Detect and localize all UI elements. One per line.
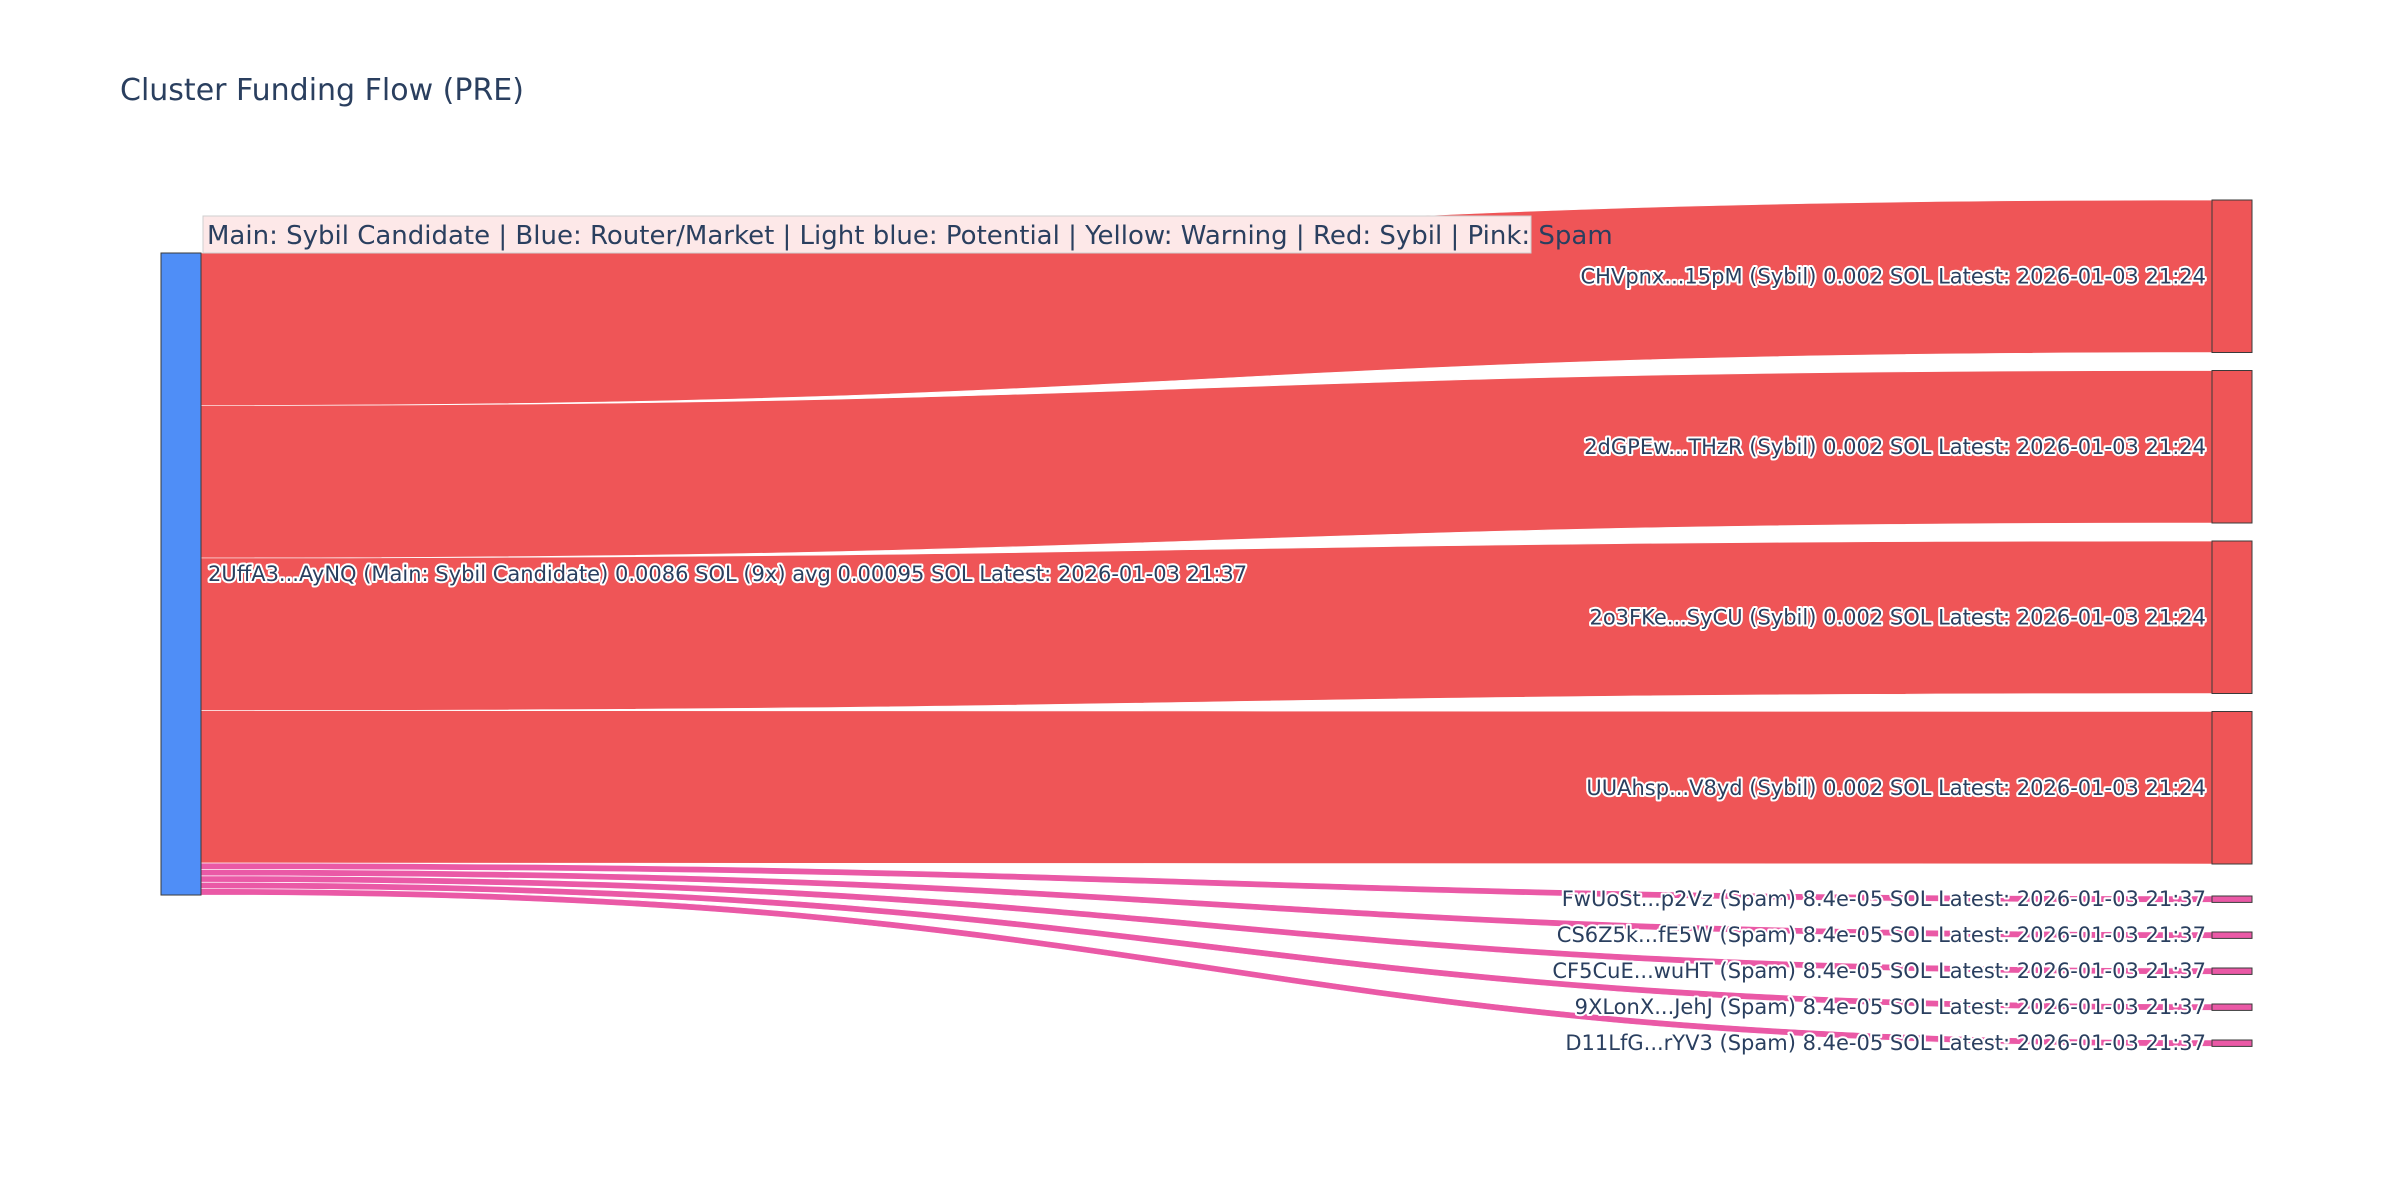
target-node[interactable] <box>2211 967 2253 975</box>
flow-nodes <box>160 199 2253 1047</box>
target-node-label: 2o3FKe...SyCU (Sybil) 0.002 SOL Latest: … <box>1589 605 2206 629</box>
target-node-label: FwUoSt...p2Vz (Spam) 8.4e-05 SOL Latest:… <box>1562 887 2206 911</box>
target-node-label: CS6Z5k...fE5W (Spam) 8.4e-05 SOL Latest:… <box>1557 923 2206 947</box>
target-node-label: CHVpnx...15pM (Sybil) 0.002 SOL Latest: … <box>1581 264 2207 288</box>
target-node[interactable] <box>2211 370 2253 524</box>
node-labels: 2UffA3...AyNQ (Main: Sybil Candidate) 0.… <box>206 262 2208 1057</box>
source-node-label: 2UffA3...AyNQ (Main: Sybil Candidate) 0.… <box>208 562 1247 586</box>
target-node[interactable] <box>2211 1039 2253 1047</box>
target-node-label: CF5CuE...wuHT (Spam) 8.4e-05 SOL Latest:… <box>1552 959 2206 983</box>
target-node[interactable] <box>2211 1003 2253 1011</box>
target-node[interactable] <box>2211 540 2253 694</box>
source-node[interactable] <box>160 252 202 896</box>
target-node-label: 2dGPEw...THzR (Sybil) 0.002 SOL Latest: … <box>1584 435 2206 459</box>
legend-text: Main: Sybil Candidate | Blue: Router/Mar… <box>207 221 1613 251</box>
target-node[interactable] <box>2211 895 2253 903</box>
legend: Main: Sybil Candidate | Blue: Router/Mar… <box>202 215 1613 254</box>
target-node-label: D11LfG...rYV3 (Spam) 8.4e-05 SOL Latest:… <box>1565 1031 2206 1055</box>
chart-title: Cluster Funding Flow (PRE) <box>120 73 524 108</box>
target-node[interactable] <box>2211 711 2253 865</box>
target-node-label: UUAhsp...V8yd (Sybil) 0.002 SOL Latest: … <box>1586 776 2206 800</box>
target-node-label: 9XLonX...JehJ (Spam) 8.4e-05 SOL Latest:… <box>1575 995 2206 1019</box>
flow-links <box>200 199 2213 1047</box>
target-node[interactable] <box>2211 931 2253 939</box>
target-node[interactable] <box>2211 199 2253 353</box>
legend-background <box>202 215 1532 254</box>
